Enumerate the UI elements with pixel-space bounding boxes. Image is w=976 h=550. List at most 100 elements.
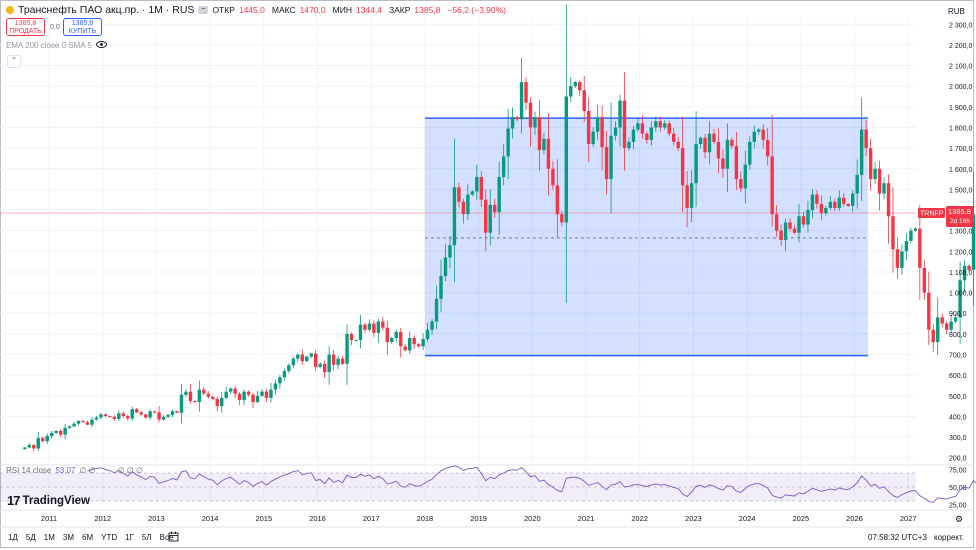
candle-body [564, 96, 569, 223]
candle-body [707, 133, 712, 153]
candle-body [774, 214, 779, 231]
candle-body [439, 276, 443, 299]
range-rectangle[interactable] [424, 118, 868, 356]
candle-body [600, 117, 604, 148]
candle-body [336, 358, 340, 365]
candle-body [99, 414, 103, 418]
gear-icon[interactable]: ⚙ [955, 514, 964, 524]
price-tick-label: 700,0 [949, 353, 967, 360]
candle-body [810, 194, 815, 211]
symbol-logo-icon[interactable] [6, 6, 14, 14]
candle-body [143, 414, 148, 418]
price-tick-label: 1 500,0 [949, 187, 972, 194]
timeframe-button[interactable]: 1М [43, 533, 55, 542]
candle-body [242, 391, 246, 400]
candle-body [211, 396, 215, 399]
candle-body [237, 393, 242, 400]
candle-body [166, 414, 170, 417]
time-tick-label: 2014 [202, 514, 219, 523]
candle-body [542, 138, 546, 151]
candle-body [743, 164, 748, 189]
price-tick-label: 1 700,0 [949, 146, 972, 153]
candle-body [372, 323, 376, 333]
hide-legend-icon[interactable]: − [198, 6, 209, 14]
eye-icon[interactable] [95, 41, 107, 50]
time-tick-label: 2019 [470, 514, 487, 523]
buy-button[interactable]: 1385,8 КУПИТЬ [63, 18, 102, 36]
calendar-icon[interactable] [168, 531, 179, 545]
candle-body [497, 177, 501, 213]
tradingview-logo[interactable]: 17 TradingView [7, 493, 90, 508]
close-label: ЗАКР [388, 5, 411, 15]
candle-body [604, 147, 609, 180]
candle-body [944, 323, 949, 330]
timeframe-button[interactable]: 5Д [25, 533, 36, 542]
candle-body [663, 123, 667, 128]
price-tag-countdown: 2d 16h [950, 218, 970, 225]
candle-body [761, 129, 765, 140]
candle-body [940, 317, 944, 324]
rsi-legend[interactable]: RSI 14 close 53,07 ∅ ∅ ∅ ∅ ∅ [6, 466, 143, 475]
candle-body [394, 331, 398, 339]
price-axis[interactable]: 200,0 300,0 400,0 500,0 600,0 700,0 800,0 900,0… [949, 22, 972, 462]
candle-body [130, 409, 134, 419]
candle-body [806, 210, 810, 225]
candle-body [672, 133, 676, 142]
price-tick-label: 2 000,0 [949, 84, 972, 91]
price-tag-symbol-box [918, 207, 945, 218]
candle-body [891, 216, 895, 250]
candle-body [631, 129, 636, 142]
candle-body [340, 358, 345, 364]
candle-body [801, 216, 806, 225]
candle-body [296, 354, 300, 359]
timeframe-button[interactable]: YTD [101, 533, 118, 542]
time-axis[interactable]: 2011 2012 2013 2014 2015 2016 2017 2018 2019 2020… [0, 464, 974, 528]
candle-body [837, 197, 841, 208]
timeframe-button[interactable]: 5Л [141, 533, 152, 542]
candle-body [349, 333, 354, 341]
price-tag-symbol: TRNFP [920, 210, 944, 217]
timeframe-button[interactable]: Все [159, 533, 174, 542]
candle-body [953, 317, 958, 322]
clock-time[interactable]: 07:58:32 UTC+3 [868, 533, 927, 542]
candle-body [936, 317, 940, 343]
candle-body [117, 413, 121, 419]
candle-body [72, 423, 76, 427]
rsi-tick-label: 25,00 [949, 503, 967, 510]
candle-body [582, 90, 586, 111]
symbol-title[interactable]: Транснефть ПАО акц.пр. · 1М · RUS [18, 4, 195, 16]
time-tick-label: 2011 [41, 514, 57, 523]
candle-body [859, 129, 864, 175]
candle-body [824, 207, 828, 214]
currency-label[interactable]: RUB [948, 7, 965, 16]
indicator-label: EMA 200 close 0 SMA 5 [6, 41, 92, 50]
candle-body [533, 117, 537, 128]
candle-body [269, 389, 273, 398]
sell-button[interactable]: 1385,8 ПРОДАТЬ [6, 18, 45, 36]
candle-body [488, 204, 492, 233]
indicator-legend[interactable]: EMA 200 close 0 SMA 5 [6, 41, 107, 50]
rsi-value: 53,07 [55, 466, 76, 475]
candle-body [689, 183, 694, 208]
collapse-legend-button[interactable]: ⌃ [7, 55, 21, 68]
price-tick-label: 2 200,0 [949, 43, 972, 50]
rsi-tick-label: 50,00 [949, 485, 967, 492]
spread-value: 0,0 [50, 24, 60, 31]
candle-body [331, 354, 336, 365]
candle-body [493, 204, 497, 213]
candle-body [855, 174, 859, 194]
candle-body [618, 100, 622, 128]
candle-body [363, 324, 367, 330]
timeframe-button[interactable]: 3М [62, 533, 74, 542]
timeframe-button[interactable]: 6М [82, 533, 94, 542]
candle-body [560, 214, 564, 223]
candle-body [224, 391, 228, 398]
time-tick-label: 2023 [685, 514, 702, 523]
candle-body [85, 422, 90, 425]
candle-body [76, 421, 81, 424]
price-tick-label: 200,0 [949, 456, 967, 463]
timeframe-button[interactable]: 1Г [125, 533, 134, 542]
adjust-button[interactable]: коррект. [934, 533, 964, 542]
timeframe-button[interactable]: 1Д [8, 533, 18, 542]
